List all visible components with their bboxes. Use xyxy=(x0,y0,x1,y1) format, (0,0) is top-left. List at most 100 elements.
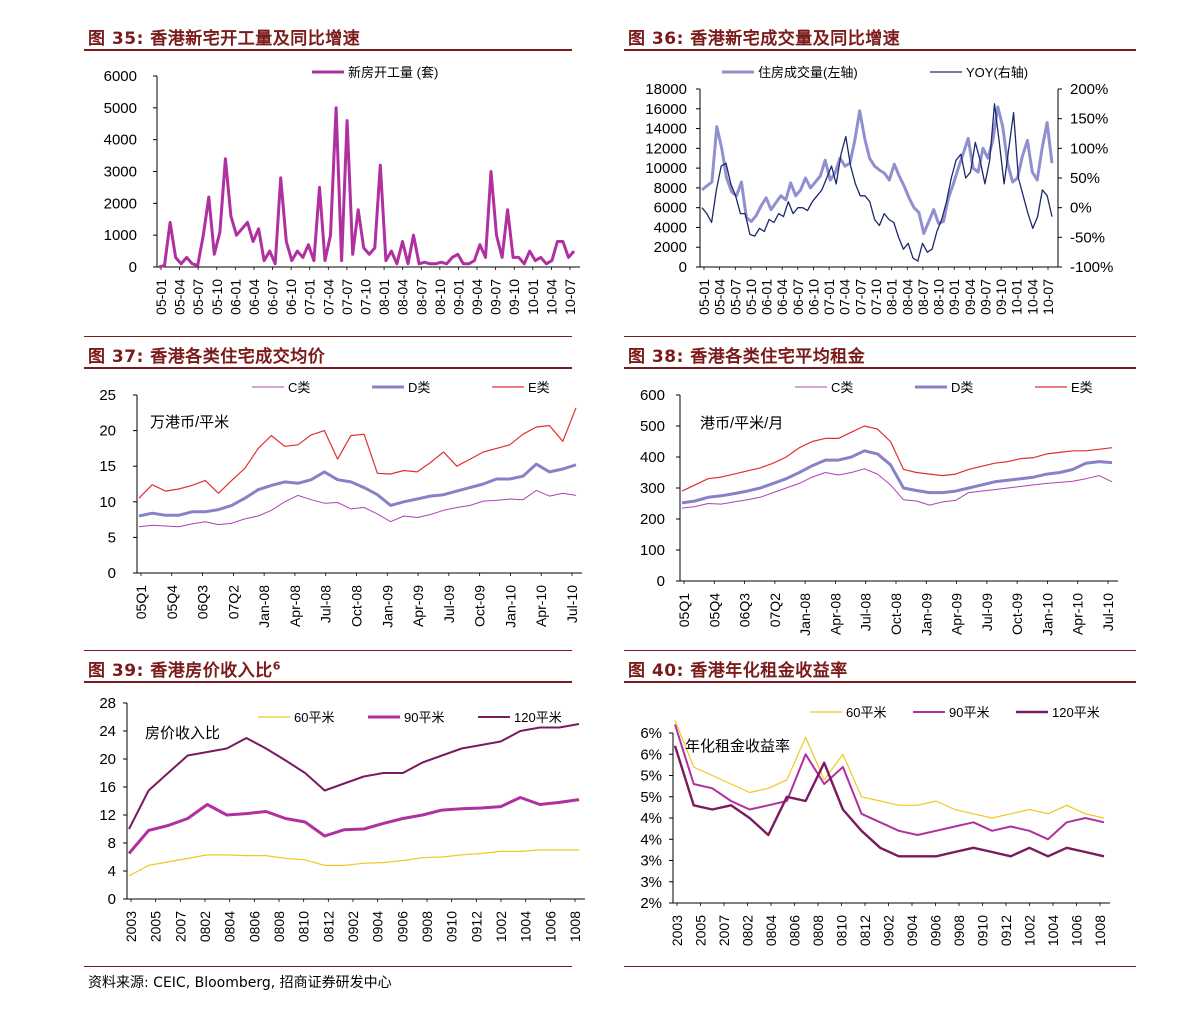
c39-xtick-label: 1004 xyxy=(518,911,534,942)
c39-unit-annotation: 房价收入比 xyxy=(145,725,220,742)
c37-xtick-label: Jan-09 xyxy=(379,585,395,628)
title-rule-38 xyxy=(624,367,1136,369)
c40-xtick-label: 0906 xyxy=(928,915,944,946)
c40-xtick-label: 0908 xyxy=(951,915,967,946)
c36-series-line-1 xyxy=(701,103,1053,262)
c40-legend-label-1: 90平米 xyxy=(949,705,989,720)
c36-y2tick-label: 0% xyxy=(1070,200,1092,217)
c35-legend-label-0: 新房开工量 (套) xyxy=(348,65,438,80)
c40-ytick-label: 5% xyxy=(640,789,662,806)
c40-legend-label-2: 120平米 xyxy=(1052,705,1100,720)
divider-right-3 xyxy=(624,966,1136,967)
c35-xtick-label: 07-07 xyxy=(339,279,355,315)
c37-xtick-label: 05Q4 xyxy=(164,585,180,619)
c38-ytick-label: 200 xyxy=(640,511,665,528)
c40-xtick-label: 0808 xyxy=(810,915,826,946)
c40-xtick-label: 1004 xyxy=(1045,915,1061,946)
c40-ytick-label: 3% xyxy=(640,874,662,891)
c39-xtick-label: 2003 xyxy=(123,911,139,942)
c37-xtick-label: Apr-10 xyxy=(533,585,549,627)
c39-xtick-label: 0912 xyxy=(468,911,484,942)
c35-xtick-label: 07-10 xyxy=(358,279,374,315)
c40-xtick-label: 2007 xyxy=(716,915,732,946)
c35-xtick-label: 06-10 xyxy=(283,279,299,315)
c39-legend-label-0: 60平米 xyxy=(294,710,334,725)
c35-xtick-label: 08-07 xyxy=(413,279,429,315)
c39-xtick-label: 0802 xyxy=(197,911,213,942)
c35-xtick-label: 09-01 xyxy=(450,279,466,315)
c36-ytick-label: 10000 xyxy=(645,160,687,177)
c35-xtick-label: 10-04 xyxy=(543,279,559,315)
divider-right-2 xyxy=(624,650,1136,651)
c35-ytick-label: 4000 xyxy=(104,132,137,149)
c38-xtick-label: Jul-10 xyxy=(1100,593,1116,631)
c37-xtick-label: Jan-08 xyxy=(256,585,272,628)
c36-xtick-label: 08-07 xyxy=(915,279,931,315)
c36-ytick-label: 14000 xyxy=(645,121,687,138)
c35-ytick-label: 2000 xyxy=(104,195,137,212)
divider-left-1 xyxy=(84,336,572,337)
c37-series-line-2 xyxy=(138,407,577,499)
c38-xtick-label: Jan-08 xyxy=(797,593,813,636)
c38-series-line-2 xyxy=(681,425,1113,492)
c37-series-line-0 xyxy=(138,489,577,528)
c39-ytick-label: 12 xyxy=(99,807,116,824)
c38-xtick-label: Jul-08 xyxy=(858,593,874,631)
c40-xtick-label: 0804 xyxy=(763,915,779,946)
panel-title-35: 图 35: 香港新宅开工量及同比增速 xyxy=(88,29,361,49)
c40-xtick-label: 1008 xyxy=(1092,915,1108,946)
c36-xtick-label: 07-01 xyxy=(821,279,837,315)
c38-xtick-label: Jan-09 xyxy=(918,593,934,636)
c40-xtick-label: 0810 xyxy=(834,915,850,946)
c36-y2tick-label: 200% xyxy=(1070,81,1108,98)
c38-xtick-label: Oct-09 xyxy=(1009,593,1025,635)
c38-legend-label-1: D类 xyxy=(951,380,973,395)
c39-xtick-label: 1008 xyxy=(567,911,583,942)
panel-title-38: 图 38: 香港各类住宅平均租金 xyxy=(628,347,866,367)
title-rule-36 xyxy=(624,49,1136,51)
c39-xtick-label: 0902 xyxy=(345,911,361,942)
c36-xtick-label: 06-07 xyxy=(790,279,806,315)
c37-xtick-label: Oct-08 xyxy=(349,585,365,627)
c40-xtick-label: 0902 xyxy=(881,915,897,946)
c37-xtick-label: Jul-09 xyxy=(441,585,457,623)
panel-title-40: 图 40: 香港年化租金收益率 xyxy=(628,661,848,681)
c40-ytick-label: 3% xyxy=(640,853,662,870)
c40-series-line-0 xyxy=(674,720,1105,819)
c39-xtick-label: 0806 xyxy=(246,911,262,942)
c36-xtick-label: 08-04 xyxy=(899,279,915,315)
c35-series-line-0 xyxy=(158,106,576,269)
c40-xtick-label: 2003 xyxy=(669,915,685,946)
c40-xtick-label: 1006 xyxy=(1069,915,1085,946)
c38-legend-label-2: E类 xyxy=(1071,380,1093,395)
c39-xtick-label: 0908 xyxy=(419,911,435,942)
c39-series-line-1 xyxy=(127,796,580,855)
c40-ytick-label: 6% xyxy=(640,746,662,763)
c39-xtick-label: 0910 xyxy=(444,911,460,942)
c36-xtick-label: 05-07 xyxy=(727,279,743,315)
c39-xtick-label: 0810 xyxy=(296,911,312,942)
c37-xtick-label: Apr-08 xyxy=(287,585,303,627)
c36-xtick-label: 10-07 xyxy=(1040,279,1056,315)
c36-ytick-label: 4000 xyxy=(654,219,687,236)
c36-xtick-label: 07-04 xyxy=(837,279,853,315)
c37-ytick-label: 25 xyxy=(99,387,116,404)
panel-title-39-footnote: 6 xyxy=(272,659,281,673)
title-rule-35 xyxy=(84,49,572,51)
c36-legend-label-1: YOY(右轴) xyxy=(966,65,1028,80)
c40-ytick-label: 2% xyxy=(640,895,662,912)
c39-ytick-label: 16 xyxy=(99,779,116,796)
c35-xtick-label: 05-07 xyxy=(190,279,206,315)
c35-xtick-label: 06-01 xyxy=(227,279,243,315)
c37-xtick-label: Jul-08 xyxy=(318,585,334,623)
c37-ytick-label: 15 xyxy=(99,458,116,475)
c35-xtick-label: 05-10 xyxy=(209,279,225,315)
c39-xtick-label: 0812 xyxy=(320,911,336,942)
c37-unit-annotation: 万港币/平米 xyxy=(150,414,229,431)
c36-xtick-label: 07-10 xyxy=(868,279,884,315)
c36-y2tick-label: 100% xyxy=(1070,140,1108,157)
c36-xtick-label: 08-10 xyxy=(931,279,947,315)
c39-ytick-label: 28 xyxy=(99,695,116,712)
c39-xtick-label: 1002 xyxy=(493,911,509,942)
c38-series-line-1 xyxy=(681,449,1113,505)
